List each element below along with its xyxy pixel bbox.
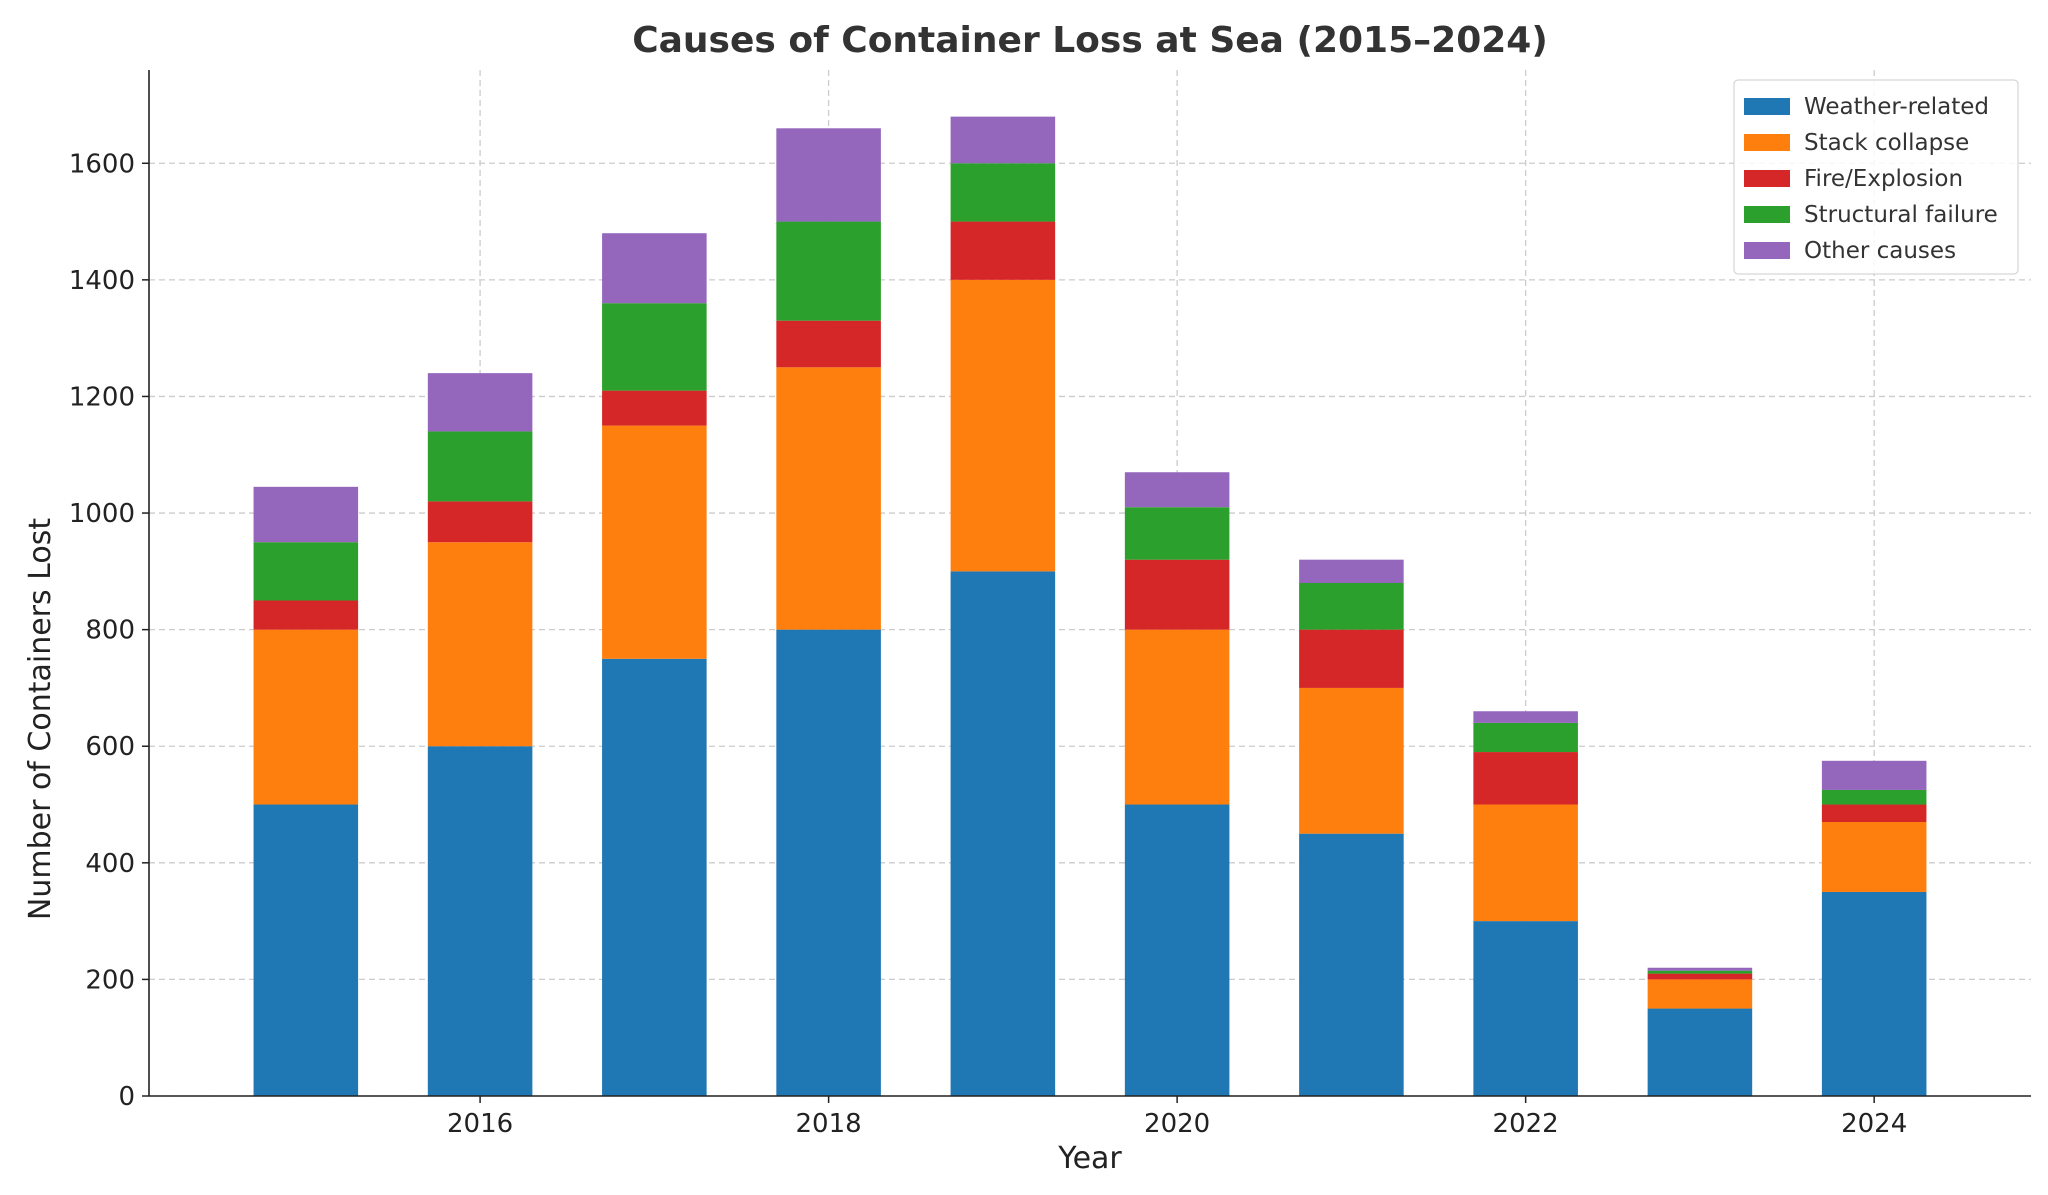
bar-segment-2021-other-causes [1299, 559, 1404, 583]
bar-segment-2015-other-causes [253, 486, 359, 543]
x-tick-label: 2020 [1144, 1109, 1210, 1139]
bar-segment-2018-other-causes [776, 128, 881, 222]
y-tick-label: 1200 [69, 382, 135, 412]
bar-segment-2023-structural-failure [1647, 970, 1753, 974]
bar-segment-2021-stack-collapse [1299, 687, 1404, 834]
bar-segment-2017-stack-collapse [602, 425, 707, 659]
bar-segment-2022-other-causes [1473, 711, 1578, 723]
bar-segment-2017-other-causes [602, 233, 707, 304]
legend: Weather-related Stack collapse Fire/Explos… [1733, 79, 2019, 275]
bar-segment-2024-stack-collapse [1821, 822, 1927, 892]
bar-segment-2020-stack-collapse [1124, 629, 1230, 805]
y-tick-label: 0 [118, 1082, 135, 1112]
bar-segment-2023-fire-explosion [1647, 973, 1753, 980]
legend-label: Structural failure [1804, 202, 1998, 228]
bar-segment-2024-structural-failure [1821, 789, 1927, 805]
bar-segment-2015-weather-related [253, 804, 359, 1096]
bar-segment-2019-other-causes [950, 116, 1056, 164]
bar-segment-2020-other-causes [1124, 472, 1230, 508]
bar-segment-2019-fire-explosion [950, 221, 1056, 280]
y-tick-label: 1600 [69, 149, 135, 179]
bars [253, 116, 1927, 1096]
bar-segment-2022-stack-collapse [1473, 804, 1578, 922]
bar-segment-2019-structural-failure [950, 163, 1056, 222]
x-axis-label: Year [1057, 1141, 1122, 1176]
bar-segment-2018-weather-related [776, 629, 881, 1096]
bar-segment-2018-fire-explosion [776, 320, 881, 368]
legend-label: Fire/Explosion [1804, 166, 1963, 192]
legend-label: Weather-related [1804, 94, 1989, 120]
bar-segment-2023-stack-collapse [1647, 979, 1753, 1009]
bar-segment-2016-weather-related [427, 746, 533, 1096]
y-tick-label: 600 [85, 732, 135, 762]
legend-swatch [1744, 242, 1790, 259]
bar-segment-2015-structural-failure [253, 542, 359, 601]
bar-segment-2021-weather-related [1299, 833, 1404, 1096]
y-axis-label: Number of Containers Lost [23, 518, 58, 920]
chart-title: Causes of Container Loss at Sea (2015–20… [632, 20, 1548, 61]
bar-segment-2016-structural-failure [427, 431, 533, 502]
y-tick-label: 1000 [69, 499, 135, 529]
bar-segment-2022-weather-related [1473, 921, 1578, 1096]
bar-segment-2015-fire-explosion [253, 600, 359, 630]
y-tick-label: 400 [85, 849, 135, 879]
bar-segment-2020-weather-related [1124, 804, 1230, 1096]
y-tick-label: 200 [85, 965, 135, 995]
bar-segment-2018-stack-collapse [776, 367, 881, 630]
bar-segment-2019-stack-collapse [950, 279, 1056, 572]
bar-segment-2017-weather-related [602, 658, 707, 1096]
bar-segment-2022-structural-failure [1473, 722, 1578, 753]
bar-segment-2017-fire-explosion [602, 390, 707, 426]
bar-segment-2016-fire-explosion [427, 501, 533, 543]
bar-segment-2015-stack-collapse [253, 629, 359, 805]
legend-label: Stack collapse [1804, 130, 1969, 156]
bar-segment-2024-fire-explosion [1821, 804, 1927, 823]
bar-segment-2024-other-causes [1821, 760, 1927, 790]
bar-segment-2017-structural-failure [602, 303, 707, 391]
bar-segment-2016-other-causes [427, 373, 533, 432]
bar-segment-2021-fire-explosion [1299, 629, 1404, 688]
bar-segment-2023-weather-related [1647, 1008, 1753, 1096]
bar-segment-2022-fire-explosion [1473, 752, 1578, 805]
x-tick-label: 2022 [1493, 1109, 1559, 1139]
legend-label: Other causes [1804, 238, 1956, 264]
legend-swatch [1744, 206, 1790, 223]
bar-segment-2021-structural-failure [1299, 583, 1404, 630]
y-tick-label: 800 [85, 616, 135, 646]
legend-swatch [1744, 98, 1790, 115]
legend-swatch [1744, 134, 1790, 151]
bar-segment-2020-fire-explosion [1124, 559, 1230, 630]
bar-segment-2024-weather-related [1821, 891, 1927, 1096]
bar-segment-2016-stack-collapse [427, 542, 533, 747]
legend-swatch [1744, 170, 1790, 187]
x-tick-label: 2024 [1841, 1109, 1907, 1139]
bar-segment-2018-structural-failure [776, 221, 881, 321]
bar-segment-2019-weather-related [950, 571, 1056, 1096]
x-tick-label: 2016 [447, 1109, 513, 1139]
y-tick-label: 1400 [69, 266, 135, 296]
bar-segment-2023-other-causes [1647, 967, 1753, 971]
legend-box [1733, 79, 2019, 275]
bar-segment-2020-structural-failure [1124, 507, 1230, 560]
x-tick-label: 2018 [796, 1109, 862, 1139]
axes: 0 200 400 600 800 1000 1200 1400 1600 2016 2018 202… [69, 70, 2031, 1139]
